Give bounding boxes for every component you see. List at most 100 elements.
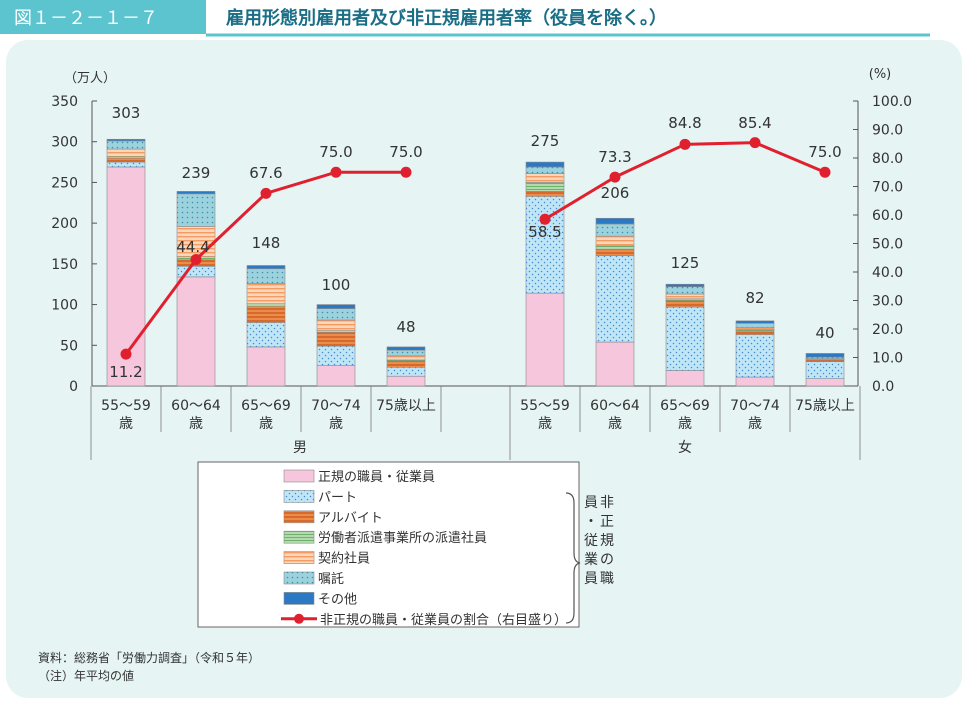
bar-regular [805,378,845,387]
legend-swatch-regular [283,469,315,483]
category-label-suffix: 歳 [189,416,203,432]
left-tick-label: 0 [69,379,78,395]
category-label-suffix: 歳 [119,416,133,432]
bar-keiyaku-texture [247,283,285,304]
category-label-suffix: 歳 [538,416,552,432]
bar-part-texture [387,367,425,377]
rate-line-point [749,137,761,149]
bracket-char: 員 [584,495,598,511]
bar-total-label: 303 [112,104,141,122]
bar-total-label: 48 [396,318,415,336]
right-tick-label: 60.0 [872,208,903,224]
rate-line-point [330,166,342,178]
rate-line-label: 44.4 [176,238,209,256]
legend-label: 契約社員 [318,551,370,567]
left-tick-label: 150 [51,257,78,273]
bar-part-texture [596,255,634,343]
bar-haken-texture [666,298,704,301]
bar-part-texture [736,334,774,378]
header-label-bg [0,0,206,34]
bar-other [595,217,635,225]
rate-line-point [260,187,272,199]
bar-regular [176,276,216,387]
group-label-female: 女 [678,439,692,456]
category-label-suffix: 歳 [259,416,273,432]
category-label: 60～64 [590,398,640,414]
bar-shokutaku-texture [387,350,425,356]
bracket-char: ・ [584,514,598,530]
bar-shokutaku-texture [736,323,774,328]
bar-part-texture [666,307,704,371]
bracket-char: 正 [600,514,614,530]
bar-total-label: 40 [815,324,834,342]
bar-arubaito-texture [526,191,564,197]
legend-swatch-texture [284,490,314,503]
legend-label: 正規の職員・従業員 [318,469,435,485]
bar-keiyaku-texture [806,358,844,360]
bracket-char: 非 [600,495,614,511]
bar-part-texture [107,162,145,167]
bar-haken-texture [107,156,145,158]
rate-line-point [120,348,132,360]
right-tick-label: 40.0 [872,265,903,281]
bracket-char: 規 [600,533,614,549]
bar-total-label: 239 [182,164,211,182]
left-tick-label: 100 [51,298,78,314]
legend-bracket-label: 非正規の職員・従業員 [584,495,614,587]
right-tick-label: 0.0 [872,379,894,395]
category-label: 70～74 [311,398,361,414]
left-tick-label: 50 [60,338,78,354]
right-tick-label: 30.0 [872,294,903,310]
bar-arubaito-texture [387,360,425,368]
bar-haken-texture [317,330,355,333]
bar-total-label: 148 [252,234,281,252]
category-label-suffix: 歳 [329,416,343,432]
bar-total-label: 82 [745,289,764,307]
footnote: （注）年平均の値 [38,668,134,683]
legend-swatch-texture [284,531,314,544]
bars [106,138,845,387]
rate-line-label: 84.8 [668,114,701,132]
legend-swatch-texture [284,510,314,523]
bar-regular [246,346,286,387]
right-tick-label: 90.0 [872,123,903,139]
figure-number: 図１－２－１－７ [14,8,158,29]
bar-other [665,283,705,287]
right-tick-label: 100.0 [872,94,912,110]
group-label-male: 男 [293,440,307,456]
category-label: 65～69 [660,398,710,414]
category-axis: 55～59 歳 60～64 歳 65～69 歳 70～74 歳 75歳以上 55～59 歳 60～64… [90,386,861,460]
bar-regular [595,341,635,387]
category-label-suffix: 歳 [608,416,622,432]
rate-line-label: 58.5 [528,223,561,241]
bar-arubaito-texture [247,306,285,323]
bar-arubaito-texture [806,359,844,362]
category-label: 55～59 [101,398,151,414]
legend-swatch-other [283,592,315,605]
bar-keiyaku-texture [317,320,355,331]
legend-bracket [565,492,581,624]
axes: 0 50 100 150 200 250 300 350 0.0 10.0 20.0 30.0 40.0… [51,94,912,395]
bar-shokutaku-texture [247,268,285,284]
legend-line-marker [294,613,304,624]
right-tick-label: 80.0 [872,151,903,167]
right-axis-unit: (%) [869,67,892,82]
rate-line-point [679,138,691,150]
bar-arubaito-texture [666,300,704,308]
rate-line-point [539,213,551,225]
bar-shokutaku-texture [596,223,634,237]
legend-label: 労働者派遣事業所の派遣社員 [318,530,487,546]
bar-keiyaku-texture [666,293,704,299]
bar-arubaito-texture [107,158,145,163]
legend-swatch-texture [284,572,314,584]
rate-line-point [819,166,831,178]
legend-label: アルバイト [318,511,383,526]
legend-label: パート [318,490,357,505]
bar-haken-texture [596,245,634,250]
rate-line-point [190,253,202,265]
rate-line-label: 85.4 [738,114,771,132]
total-labels: 303 239 148 100 48 275 206 125 82 40 [112,104,835,342]
bar-keiyaku-texture [596,236,634,246]
bar-other [805,353,845,358]
